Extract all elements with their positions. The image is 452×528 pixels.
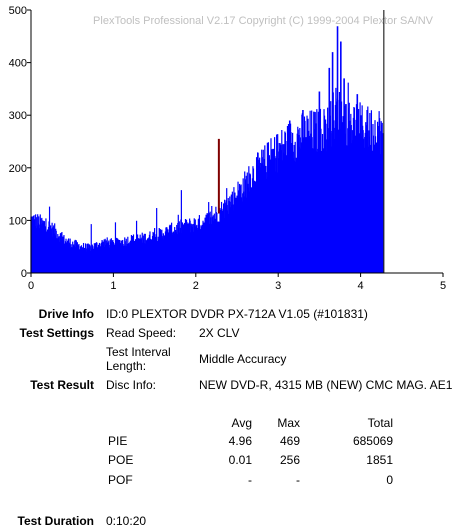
row-total: 685069 [352,434,393,448]
row-max: 469 [279,434,300,448]
disc-info-label: Disc Info: [106,378,157,392]
read-speed-value: 2X CLV [199,326,240,340]
y-tick-label: 400 [9,58,27,70]
col-max-header: Max [277,416,300,430]
interval-label-line1: Test Interval [106,345,171,359]
row-max: 256 [279,453,300,467]
interval-label-line2: Length: [106,359,147,373]
x-tick-label: 4 [358,280,364,292]
x-tick-label: 0 [28,280,34,292]
test-duration-label: Test Duration [17,514,94,528]
row-avg: 4.96 [228,434,252,448]
test-duration-value: 0:10:20 [106,514,147,528]
disc-info-value: NEW DVD-R, 4315 MB (NEW) CMC MAG. AE1 [199,378,452,392]
row-max: - [296,473,300,487]
y-tick-label: 500 [9,5,27,17]
row-name: PIE [108,434,128,448]
col-total-header: Total [367,416,393,430]
pie-chart: PlexTools Professional V2.17 Copyright (… [9,5,446,292]
y-tick-label: 100 [9,215,27,227]
interval-value: Middle Accuracy [199,352,287,366]
row-name: POF [108,473,133,487]
row-name: POE [108,453,134,467]
col-avg-header: Avg [231,416,252,430]
test-result-label: Test Result [30,378,94,392]
row-total: 1851 [366,453,393,467]
x-tick-label: 2 [193,280,199,292]
test-settings-label: Test Settings [19,326,94,340]
x-ticks: 0 1 2 3 4 5 [28,273,446,292]
y-tick-label: 200 [9,163,27,175]
drive-info-label: Drive Info [38,307,94,321]
watermark: PlexTools Professional V2.17 Copyright (… [93,15,434,27]
row-avg: 0.01 [228,453,252,467]
y-tick-label: 300 [9,110,27,122]
chart-bars [30,26,384,273]
row-total: 0 [386,473,393,487]
drive-info-value: ID:0 PLEXTOR DVDR PX-712A V1.05 (#101831… [106,307,368,321]
x-tick-label: 1 [110,280,116,292]
x-tick-label: 3 [275,280,281,292]
y-ticks: 0 100 200 300 400 500 [9,5,31,280]
row-avg: - [248,473,252,487]
read-speed-label: Read Speed: [106,326,177,340]
x-tick-label: 5 [440,280,446,292]
y-tick-label: 0 [21,268,27,280]
